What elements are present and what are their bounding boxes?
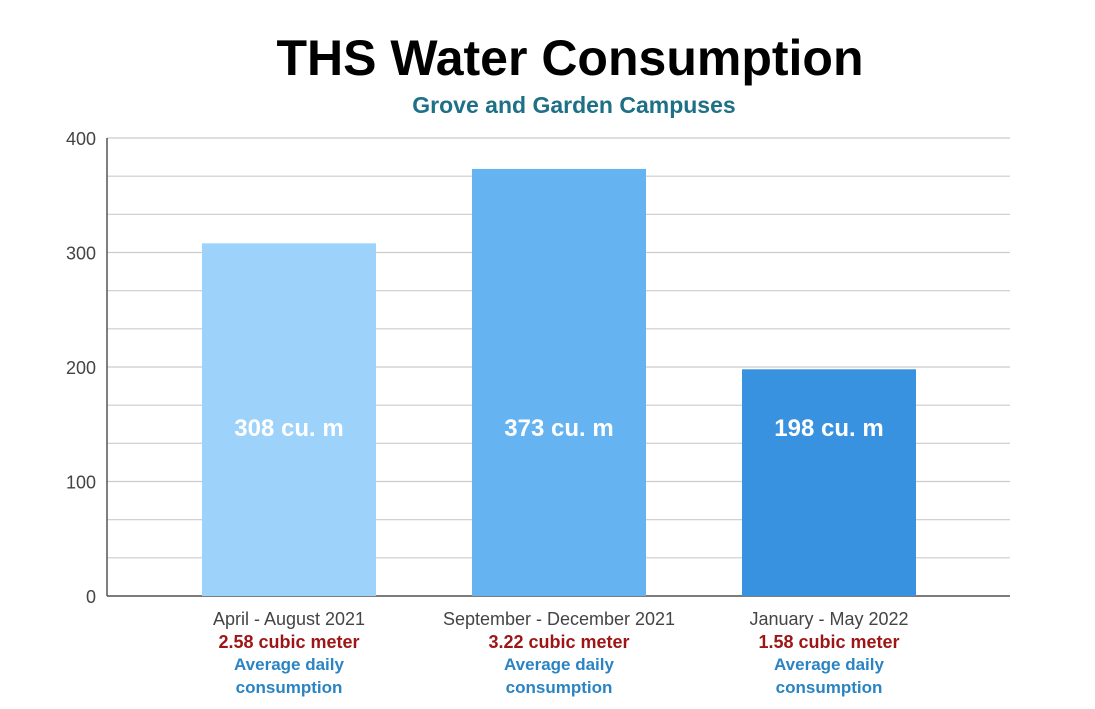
bars: 308 cu. m 373 cu. m 198 cu. m: [202, 168, 916, 597]
bar: [742, 369, 916, 596]
bar: [472, 168, 646, 597]
chart-title: THS Water Consumption: [276, 30, 863, 86]
bar-value-label: 373 cu. m: [504, 415, 613, 442]
bar-value-label: 198 cu. m: [774, 415, 883, 442]
daily-caption-line: consumption: [506, 678, 613, 697]
bar-value-label: 308 cu. m: [234, 415, 343, 442]
daily-value-label: 2.58 cubic meter: [218, 632, 359, 652]
daily-caption-line: consumption: [236, 678, 343, 697]
y-tick-label: 400: [66, 129, 96, 149]
daily-value-label: 1.58 cubic meter: [758, 632, 899, 652]
daily-caption-line: Average daily: [504, 655, 614, 674]
x-tick-label: September - December 2021: [443, 609, 675, 629]
bar: [202, 243, 376, 596]
daily-value-label: 3.22 cubic meter: [488, 632, 629, 652]
y-tick-label: 100: [66, 473, 96, 493]
x-tick-label: April - August 2021: [213, 609, 365, 629]
daily-caption-line: Average daily: [774, 655, 884, 674]
daily-caption-line: consumption: [776, 678, 883, 697]
x-tick-label: January - May 2022: [749, 609, 908, 629]
category-labels: April - August 2021 2.58 cubic meter Avera…: [213, 609, 909, 697]
y-tick-label: 300: [66, 244, 96, 264]
daily-caption-line: Average daily: [234, 655, 344, 674]
y-tick-label: 0: [86, 587, 96, 607]
chart-subtitle: Grove and Garden Campuses: [412, 92, 735, 118]
y-tick-label: 200: [66, 358, 96, 378]
